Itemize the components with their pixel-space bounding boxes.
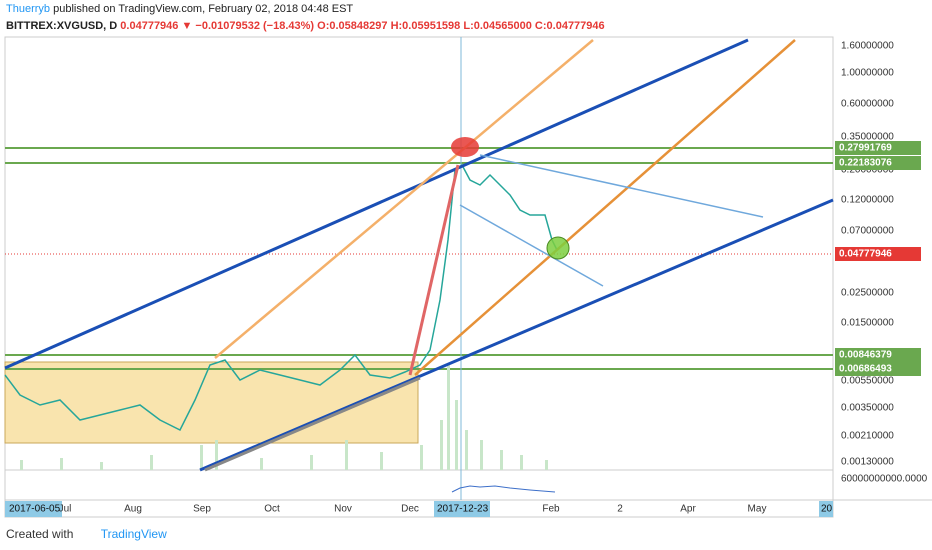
level-box	[835, 362, 921, 376]
price-label: 0.02500000	[841, 288, 894, 299]
level-label: 0.00846379	[839, 350, 892, 361]
chart: 1.60000000 1.00000000 0.60000000 0.35000000…	[4, 36, 932, 518]
cursor-label: 2017-12-23	[437, 504, 489, 515]
price-label: 0.35000000	[841, 132, 894, 143]
level-label: 0.27991769	[839, 143, 892, 154]
end-label: 20	[821, 504, 833, 515]
trend-line	[408, 164, 460, 376]
time-label: Sep	[193, 504, 211, 515]
price-label: 1.60000000	[841, 41, 894, 52]
time-label: May	[748, 504, 767, 515]
price-label: 0.00210000	[841, 431, 894, 442]
trend-line	[414, 39, 796, 376]
level-box	[835, 156, 921, 170]
time-label: Oct	[264, 504, 280, 515]
price-label: 0.12000000	[841, 195, 894, 206]
level-box	[835, 348, 921, 362]
symbol-line: BITTREX:XVGUSD, D 0.04777946 ▼ −0.010795…	[6, 20, 605, 32]
time-label: Feb	[542, 504, 560, 515]
target-marker	[546, 236, 570, 260]
trend-line	[204, 376, 421, 472]
price-label: 0.20000000	[841, 165, 894, 176]
time-label: 2	[617, 504, 623, 515]
end-box	[819, 501, 833, 517]
published: published on TradingView.com, February 0…	[53, 3, 354, 15]
price-label: 1.00000000	[841, 68, 894, 79]
author[interactable]: Thuerryb	[6, 3, 51, 15]
channel-line	[459, 204, 604, 287]
channel-line	[479, 154, 764, 218]
author-line: Thuerryb published on TradingView.com, F…	[6, 3, 353, 15]
created-with: Created with	[6, 527, 74, 541]
low: L:0.04565000	[463, 20, 532, 32]
time-label: Dec	[401, 504, 419, 515]
price-label: 0.01500000	[841, 318, 894, 329]
trend-line	[4, 38, 749, 370]
price-label: 0.07000000	[841, 226, 894, 237]
footer: Created with TradingView	[6, 527, 167, 541]
current-box	[835, 247, 921, 261]
start-box	[5, 501, 62, 517]
level-label: 0.00686493	[839, 364, 892, 375]
price-axis: 1.60000000 1.00000000 0.60000000 0.35000000…	[835, 41, 928, 485]
current-label: 0.04777946	[839, 249, 892, 260]
price-label: 0.00350000	[841, 403, 894, 414]
trend-line	[214, 39, 594, 359]
time-label: Nov	[334, 504, 352, 515]
volume-bars	[20, 365, 548, 470]
time-label: Aug	[124, 504, 142, 515]
time-label: Jul	[59, 504, 72, 515]
time-label: Apr	[680, 504, 696, 515]
price-label: 0.60000000	[841, 99, 894, 110]
change: ▼ −0.01079532 (−18.43%)	[181, 20, 315, 32]
range-box	[4, 361, 419, 444]
symbol: BITTREX:XVGUSD, D	[6, 20, 118, 32]
chart-frame	[4, 36, 834, 518]
brand[interactable]: TradingView	[100, 527, 167, 541]
price-path	[4, 163, 558, 432]
cursor-box	[434, 501, 490, 517]
volume-label: 60000000000.0000	[841, 474, 928, 485]
last: 0.04777946	[120, 20, 179, 32]
close: C:0.04777946	[534, 20, 605, 32]
start-label: 2017-06-05	[9, 504, 61, 515]
green-levels	[5, 147, 833, 370]
level-label: 0.22183076	[839, 158, 892, 169]
trend-line	[199, 198, 834, 472]
price-label: 0.00550000	[841, 376, 894, 387]
indicator-line	[451, 485, 556, 493]
high: H:0.05951598	[390, 20, 461, 32]
top-marker	[451, 137, 479, 157]
level-box	[835, 141, 921, 155]
price-label: 0.00130000	[841, 457, 894, 468]
open: O:0.05848297	[317, 20, 388, 32]
